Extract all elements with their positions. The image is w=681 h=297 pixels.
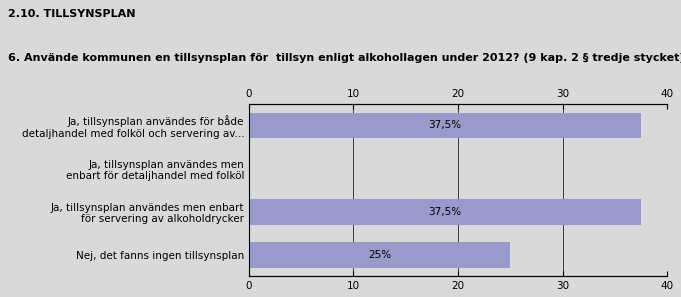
Text: 25%: 25% — [368, 250, 391, 260]
Text: 37,5%: 37,5% — [428, 207, 462, 217]
Bar — [249, 242, 510, 268]
Bar — [249, 113, 642, 138]
Text: 2.10. TILLSYNSPLAN: 2.10. TILLSYNSPLAN — [8, 9, 136, 19]
Bar — [249, 199, 642, 225]
Text: 37,5%: 37,5% — [428, 121, 462, 130]
Text: 6. Använde kommunen en tillsynsplan för  tillsyn enligt alkohollagen under 2012?: 6. Använde kommunen en tillsynsplan för … — [8, 53, 681, 64]
